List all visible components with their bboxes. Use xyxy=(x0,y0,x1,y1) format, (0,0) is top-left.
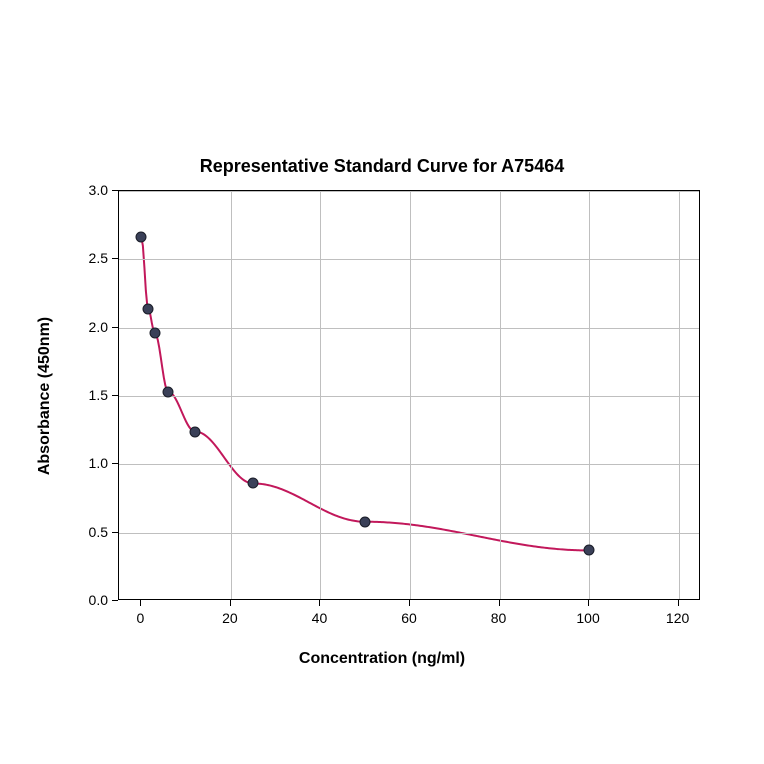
data-point xyxy=(584,545,595,556)
y-tick-label: 3.0 xyxy=(76,182,108,198)
data-point xyxy=(190,426,201,437)
fit-curve xyxy=(141,237,589,550)
x-axis-label: Concentration (ng/ml) xyxy=(0,650,764,668)
grid-v xyxy=(231,191,232,599)
data-point xyxy=(248,478,259,489)
plot-area xyxy=(118,190,700,600)
y-axis-label: Absorbance (450nm) xyxy=(36,246,54,546)
y-tick-label: 1.0 xyxy=(76,455,108,471)
x-tick-label: 0 xyxy=(136,610,144,626)
grid-v xyxy=(320,191,321,599)
y-tick xyxy=(112,532,118,533)
grid-h xyxy=(119,533,699,534)
grid-h xyxy=(119,464,699,465)
grid-v xyxy=(589,191,590,599)
x-tick-label: 40 xyxy=(312,610,328,626)
x-tick-label: 60 xyxy=(401,610,417,626)
figure-container: Representative Standard Curve for A75464… xyxy=(0,0,764,764)
y-tick xyxy=(112,258,118,259)
x-tick xyxy=(319,600,320,606)
y-tick xyxy=(112,190,118,191)
x-tick xyxy=(588,600,589,606)
x-tick xyxy=(678,600,679,606)
y-tick xyxy=(112,600,118,601)
y-tick-label: 0.5 xyxy=(76,524,108,540)
data-point xyxy=(149,328,160,339)
x-tick xyxy=(230,600,231,606)
y-tick xyxy=(112,395,118,396)
y-tick-label: 1.5 xyxy=(76,387,108,403)
y-tick-label: 2.5 xyxy=(76,250,108,266)
grid-h xyxy=(119,259,699,260)
x-tick-label: 80 xyxy=(491,610,507,626)
data-point xyxy=(143,303,154,314)
grid-h xyxy=(119,191,699,192)
grid-h xyxy=(119,328,699,329)
x-tick xyxy=(409,600,410,606)
data-point xyxy=(136,232,147,243)
data-point xyxy=(163,386,174,397)
y-tick xyxy=(112,463,118,464)
grid-v xyxy=(410,191,411,599)
y-tick xyxy=(112,327,118,328)
data-point xyxy=(360,516,371,527)
grid-v xyxy=(679,191,680,599)
x-tick xyxy=(140,600,141,606)
y-tick-label: 0.0 xyxy=(76,592,108,608)
grid-v xyxy=(500,191,501,599)
grid-h xyxy=(119,396,699,397)
x-tick xyxy=(499,600,500,606)
y-tick-label: 2.0 xyxy=(76,319,108,335)
x-tick-label: 120 xyxy=(666,610,689,626)
x-tick-label: 20 xyxy=(222,610,238,626)
chart-title: Representative Standard Curve for A75464 xyxy=(0,156,764,177)
x-tick-label: 100 xyxy=(576,610,599,626)
